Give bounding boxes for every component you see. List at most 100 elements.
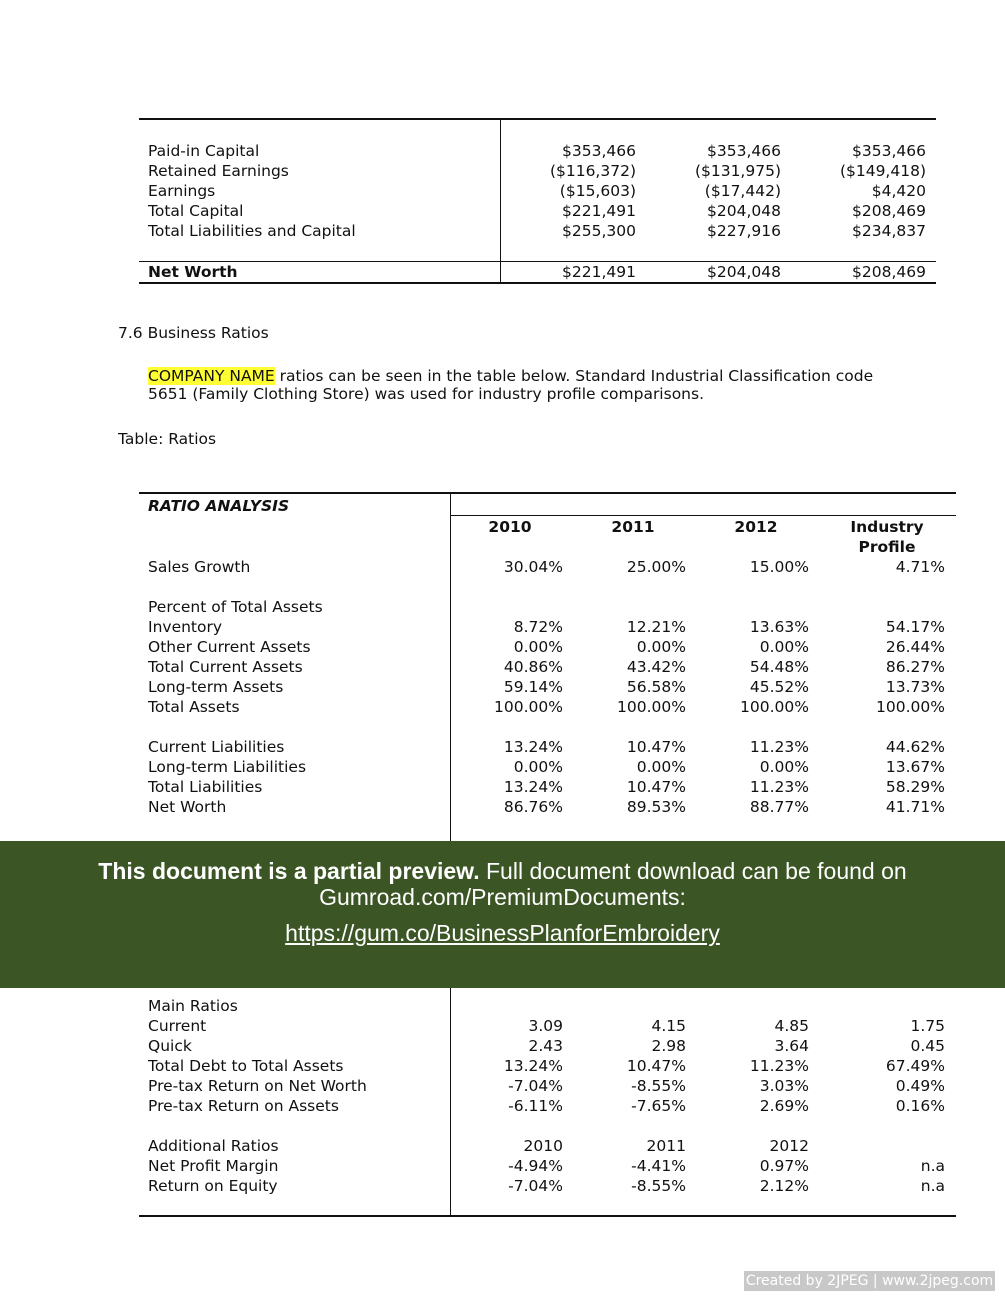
cell: 86.27%: [885, 658, 945, 676]
row-label: Additional Ratios: [148, 1137, 279, 1155]
row-label: Total Assets: [148, 698, 240, 716]
cell: 44.62%: [885, 738, 945, 756]
row-label: Inventory: [148, 618, 223, 636]
cell: n.a: [920, 1177, 945, 1195]
row-label: Total Liabilities: [148, 778, 263, 796]
cell: 0.16%: [895, 1097, 945, 1115]
table-top-border: [139, 118, 936, 120]
table-row: Long-term Liabilities 0.00% 0.00% 0.00% 13.6…: [0, 757, 1005, 777]
cell: 11.23%: [749, 738, 809, 756]
cell: 2.69%: [759, 1097, 809, 1115]
cell: 56.58%: [626, 678, 686, 696]
cell: -6.11%: [508, 1097, 563, 1115]
row-label: Retained Earnings: [148, 162, 289, 180]
cell: 4.85: [774, 1017, 809, 1035]
table-row: Total Capital $221,491 $204,048 $208,469: [0, 201, 1005, 221]
cell: 45.52%: [749, 678, 809, 696]
row-label: Earnings: [148, 182, 216, 200]
cell: 100.00%: [740, 698, 809, 716]
row-label: Total Liabilities and Capital: [148, 222, 356, 240]
table-row: Pre-tax Return on Assets -6.11% -7.65% 2.69…: [0, 1096, 1005, 1116]
table-row: Paid-in Capital $353,466 $353,466 $353,466: [0, 141, 1005, 161]
header-2010: 2010: [488, 518, 532, 536]
cell: $208,469: [852, 263, 926, 281]
header-divider: [450, 515, 956, 516]
cell: ($149,418): [839, 162, 926, 180]
ratios-table-title: RATIO ANALYSIS: [148, 497, 290, 515]
cell: 2012: [769, 1137, 809, 1155]
section-paragraph: COMPANY NAME ratios can be seen in the t…: [148, 367, 946, 403]
cell: 88.77%: [749, 798, 809, 816]
header-2012: 2012: [734, 518, 778, 536]
cell: $208,469: [852, 202, 926, 220]
cell: 43.42%: [626, 658, 686, 676]
row-label: Long-term Liabilities: [148, 758, 307, 776]
cell: 0.97%: [759, 1157, 809, 1175]
row-label: Main Ratios: [148, 997, 238, 1015]
cell: 11.23%: [749, 1057, 809, 1075]
table-bottom-border: [139, 1215, 956, 1217]
cell: 30.04%: [503, 558, 563, 576]
cell: 41.71%: [885, 798, 945, 816]
cell: 13.24%: [503, 1057, 563, 1075]
cell: ($131,975): [694, 162, 781, 180]
cell: -7.65%: [631, 1097, 686, 1115]
cell: 0.00%: [513, 758, 563, 776]
table-row: Current Liabilities 13.24% 10.47% 11.23% 44.…: [0, 737, 1005, 757]
cell: $353,466: [562, 142, 636, 160]
row-label: Total Current Assets: [148, 658, 303, 676]
cell: 11.23%: [749, 778, 809, 796]
cell: 25.00%: [626, 558, 686, 576]
cell: 100.00%: [617, 698, 686, 716]
table-row: Earnings ($15,603) ($17,442) $4,420: [0, 181, 1005, 201]
cell: $353,466: [707, 142, 781, 160]
cell: 0.49%: [895, 1077, 945, 1095]
download-link[interactable]: https://gum.co/BusinessPlanforEmbroidery: [285, 920, 720, 946]
cell: 13.24%: [503, 778, 563, 796]
cell: 100.00%: [494, 698, 563, 716]
company-name-highlight: COMPANY NAME: [148, 367, 275, 385]
row-label: Net Worth: [148, 263, 238, 281]
cell: 13.73%: [885, 678, 945, 696]
cell: ($15,603): [559, 182, 636, 200]
cell: 2.12%: [759, 1177, 809, 1195]
table-row: [0, 577, 1005, 597]
cell: $221,491: [562, 202, 636, 220]
cell: 3.09: [528, 1017, 563, 1035]
table-row: Return on Equity -7.04% -8.55% 2.12% n.a: [0, 1176, 1005, 1196]
row-label: Net Worth: [148, 798, 227, 816]
cell: 54.17%: [885, 618, 945, 636]
cell: 67.49%: [885, 1057, 945, 1075]
cell: 54.48%: [749, 658, 809, 676]
cell: ($116,372): [549, 162, 636, 180]
cell: $221,491: [562, 263, 636, 281]
cell: 2011: [646, 1137, 686, 1155]
cell: $204,048: [707, 263, 781, 281]
table-row: Long-term Assets 59.14% 56.58% 45.52% 13.73%: [0, 677, 1005, 697]
cell: 8.72%: [513, 618, 563, 636]
cell: -8.55%: [631, 1177, 686, 1195]
row-label: Quick: [148, 1037, 192, 1055]
section-heading: 7.6 Business Ratios: [118, 324, 269, 342]
cell: 3.64: [774, 1037, 809, 1055]
preview-banner: This document is a partial preview. Full…: [0, 841, 1005, 988]
cell: 12.21%: [626, 618, 686, 636]
cell: 0.00%: [759, 638, 809, 656]
row-label: Pre-tax Return on Net Worth: [148, 1077, 367, 1095]
table-row: Net Worth 86.76% 89.53% 88.77% 41.71%: [0, 797, 1005, 817]
table-row: [0, 1116, 1005, 1136]
row-label: Percent of Total Assets: [148, 598, 323, 616]
table-row: [0, 717, 1005, 737]
cell: $227,916: [707, 222, 781, 240]
table-caption: Table: Ratios: [118, 430, 217, 448]
cell: 10.47%: [626, 1057, 686, 1075]
cell: 58.29%: [885, 778, 945, 796]
cell: -7.04%: [508, 1177, 563, 1195]
watermark: Created by 2JPEG | www.2jpeg.com: [744, 1271, 995, 1291]
table-row: Other Current Assets 0.00% 0.00% 0.00% 26.44…: [0, 637, 1005, 657]
cell: ($17,442): [704, 182, 781, 200]
banner-bold-text: This document is a partial preview.: [98, 858, 480, 884]
row-label: Net Profit Margin: [148, 1157, 279, 1175]
cell: 15.00%: [749, 558, 809, 576]
cell: 4.15: [651, 1017, 686, 1035]
